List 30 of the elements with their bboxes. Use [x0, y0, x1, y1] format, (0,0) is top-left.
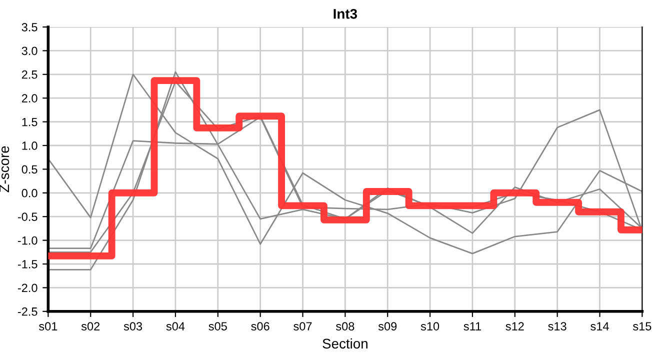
y-tick-label: -1.0: [18, 236, 38, 245]
x-tick-label: s15: [632, 322, 652, 330]
x-tick-label: s04: [166, 322, 185, 330]
x-tick-label: s06: [251, 322, 270, 330]
y-tick-label: 0.0: [22, 188, 38, 198]
x-tick-label: s11: [464, 322, 481, 330]
x-tick-label: s02: [81, 322, 100, 330]
x-tick-label: s14: [590, 322, 609, 330]
y-tick-label: -2.0: [18, 284, 38, 292]
y-tick-label: -0.5: [18, 212, 38, 221]
x-tick-label: s07: [294, 322, 312, 330]
y-tick-label: 2.5: [22, 70, 38, 79]
y-tick-label: 2.0: [22, 94, 38, 102]
x-tick-label: s03: [124, 322, 142, 330]
x-tick-label: s08: [336, 322, 354, 330]
x-tick-label: s01: [38, 322, 58, 330]
chart-title: Int3: [334, 8, 358, 19]
x-tick-label: s13: [548, 322, 566, 330]
y-tick-label: 0.5: [22, 165, 38, 174]
x-tick-label: s10: [420, 322, 440, 330]
y-tick-label: 3.0: [22, 46, 38, 56]
y-tick-label: -1.5: [18, 260, 38, 268]
y-tick-label: 3.5: [22, 23, 38, 32]
y-tick-label: -2.5: [18, 307, 38, 316]
x-tick-label: s12: [506, 322, 524, 330]
y-tick-label: 1.5: [22, 118, 38, 126]
y-tick-label: 1.0: [22, 142, 38, 150]
x-tick-label: s05: [208, 322, 227, 330]
x-axis-title: Section: [322, 338, 368, 349]
x-tick-label: s09: [378, 322, 397, 330]
